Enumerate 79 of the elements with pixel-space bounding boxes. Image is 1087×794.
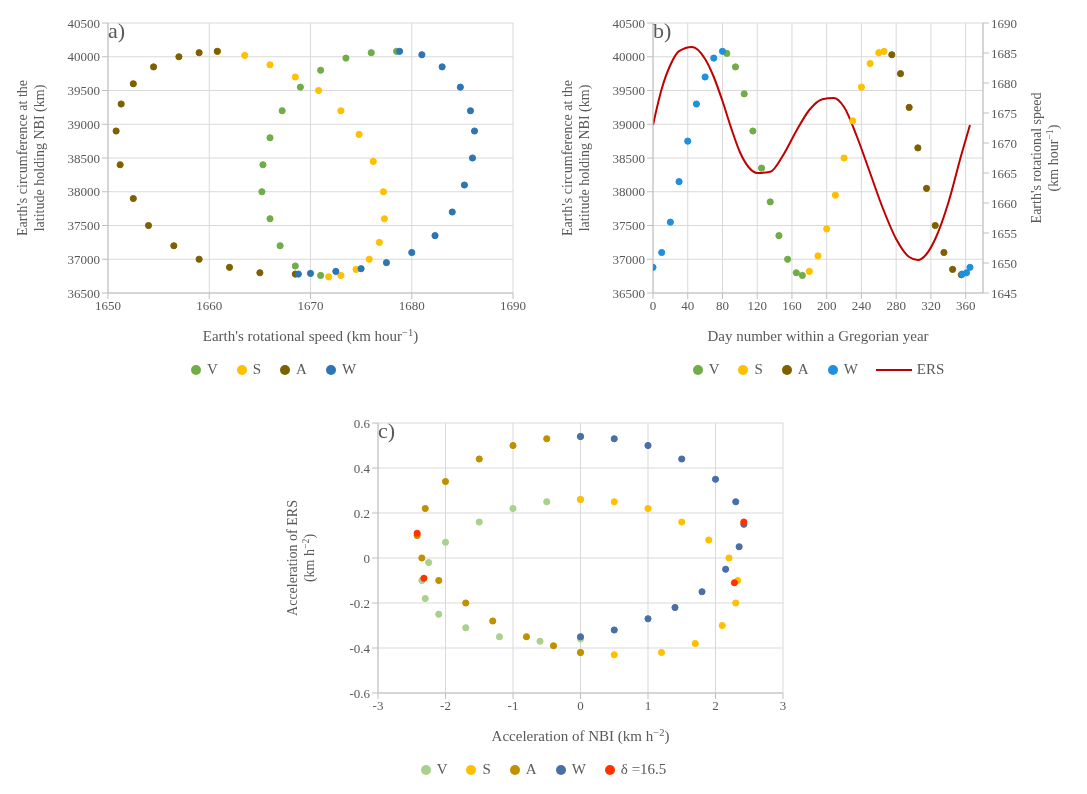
y-tick-label: 39000: [612, 116, 645, 132]
x-axis-title: Acceleration of NBI (km h$^{−2}$): [491, 726, 670, 745]
y-tick-label: -0.6: [349, 685, 371, 701]
legend-label: V: [708, 361, 720, 378]
y-tick-label: 38500: [67, 150, 100, 166]
y2-tick-label: 1650: [991, 255, 1017, 271]
x-tick-label: -2: [440, 698, 451, 714]
y-tick-label: 36500: [67, 285, 100, 301]
y-tick-label: 37000: [67, 251, 100, 267]
x-tick-label: 1690: [500, 298, 526, 314]
y-tick-label: 0.4: [353, 460, 371, 476]
y-tick-label: 40500: [612, 15, 645, 31]
x-tick-label: 120: [747, 298, 767, 314]
annotation: b): [653, 18, 672, 44]
y2-tick-label: 1655: [991, 225, 1017, 241]
x-tick-label: 40: [681, 298, 695, 314]
y-tick-label: 0.6: [353, 415, 371, 431]
y-axis-title: Earth's circumference at the latitude holding NBI (km): [15, 79, 48, 237]
legend-label: S: [754, 361, 763, 378]
y-tick-label: -0.4: [349, 640, 371, 656]
y2-tick-label: 1665: [991, 165, 1017, 181]
legend-label: V: [206, 361, 218, 378]
y-tick-label: 39500: [612, 83, 645, 99]
x-axis-title: Day number within a Gregorian year: [707, 328, 929, 344]
x-tick-label: 0: [649, 298, 657, 314]
y2-tick-label: 1645: [991, 285, 1017, 301]
x-tick-label: 1660: [196, 298, 223, 314]
legend-label: S: [252, 361, 262, 378]
x-tick-label: 1680: [398, 298, 425, 314]
x-tick-label: 1650: [95, 298, 121, 314]
x-tick-label: 2: [712, 698, 719, 714]
x-tick-label: 320: [921, 298, 941, 314]
y-tick-label: 37500: [612, 218, 645, 234]
legend-label: A: [296, 361, 307, 378]
x-tick-label: 1: [644, 698, 652, 714]
x-tick-label: -3: [372, 698, 384, 714]
x-tick-label: 80: [715, 298, 729, 314]
legend-label: ERS: [916, 361, 945, 378]
y2-tick-label: 1685: [991, 45, 1017, 61]
legend-label: A: [525, 761, 537, 778]
legend-label: W: [843, 361, 858, 378]
y-tick-label: 38500: [612, 150, 645, 166]
y-tick-label: 38000: [612, 184, 645, 200]
x-tick-label: -1: [507, 698, 519, 714]
x-tick-label: 200: [816, 298, 837, 314]
legend-label: W: [341, 361, 357, 378]
x-tick-label: 280: [886, 298, 906, 314]
y-tick-label: 40000: [67, 49, 100, 65]
y2-tick-label: 1670: [991, 135, 1017, 151]
legend-label: V: [436, 761, 448, 778]
y2-tick-label: 1660: [991, 195, 1017, 211]
x-tick-label: 3: [779, 698, 787, 714]
legend-label: W: [571, 761, 586, 778]
x-tick-label: 1670: [297, 298, 324, 314]
y-tick-label: 0: [363, 550, 370, 566]
y-tick-label: 38000: [67, 184, 100, 200]
x-tick-label: 360: [955, 298, 976, 314]
y-axis-title: Earth's circumference at the latitude holding NBI (km): [560, 79, 593, 237]
x-tick-label: 160: [782, 298, 802, 314]
y-tick-label: 37000: [612, 251, 645, 267]
x-axis-title: Earth's rotational speed (km hour$^{−1}$): [202, 326, 419, 345]
legend-label: S: [482, 761, 491, 778]
y-tick-label: 39500: [67, 83, 100, 99]
y2-tick-label: 1690: [991, 15, 1017, 31]
y-tick-label: 40000: [612, 49, 645, 65]
y2-tick-label: 1675: [991, 105, 1017, 121]
y-tick-label: 36500: [612, 285, 645, 301]
annotation: c): [378, 418, 396, 444]
y-tick-label: -0.2: [349, 595, 370, 611]
x-tick-label: 0: [577, 698, 584, 714]
y-tick-label: 0.2: [353, 505, 370, 521]
y2-tick-label: 1680: [991, 75, 1017, 91]
y-tick-label: 37500: [67, 218, 100, 234]
y-tick-label: 39000: [67, 116, 100, 132]
legend-label: δ =16.5: [620, 761, 667, 778]
legend-label: A: [797, 361, 809, 378]
y-tick-label: 40500: [67, 15, 100, 31]
x-tick-label: 240: [851, 298, 872, 314]
annotation: a): [108, 18, 126, 44]
